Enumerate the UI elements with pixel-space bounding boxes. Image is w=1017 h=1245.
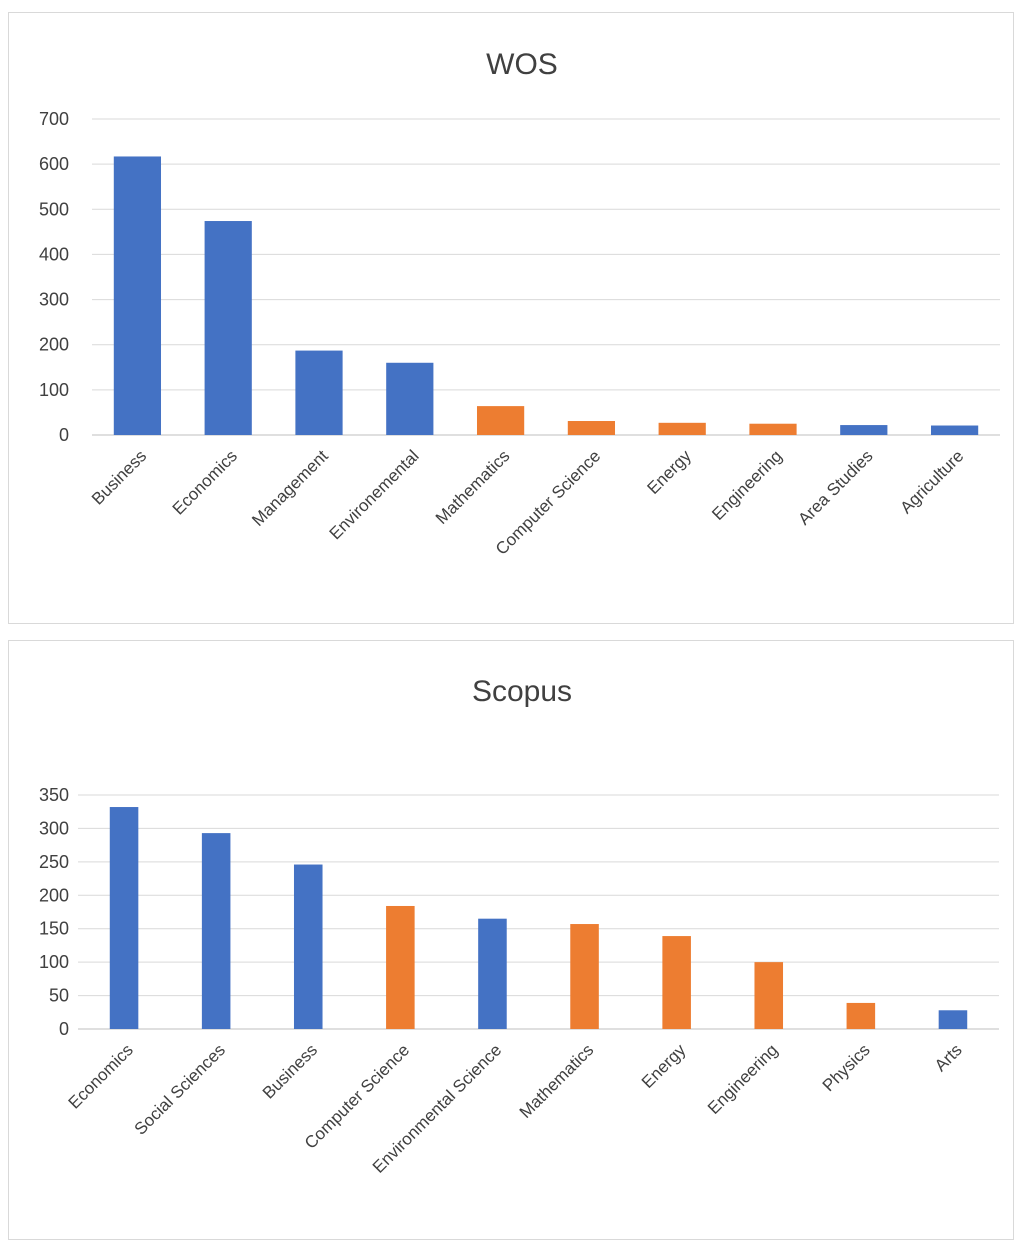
- wos-category-label: Area Studies: [794, 446, 876, 528]
- wos-y-tick-label: 300: [39, 290, 69, 310]
- wos-bar: [113, 156, 162, 435]
- wos-y-tick-label: 700: [39, 109, 69, 129]
- scopus-bar: [938, 1010, 968, 1029]
- scopus-bar: [846, 1002, 876, 1029]
- scopus-chart-title: Scopus: [472, 675, 572, 708]
- wos-y-tick-label: 200: [39, 335, 69, 355]
- wos-category-label: Economics: [169, 446, 241, 518]
- scopus-y-tick-label: 200: [39, 885, 69, 905]
- scopus-y-tick-label: 150: [39, 919, 69, 939]
- scopus-bar: [293, 864, 323, 1029]
- scopus-category-label: Physics: [819, 1040, 874, 1095]
- wos-category-label: Mathematics: [432, 446, 514, 528]
- scopus-y-tick-label: 50: [49, 986, 69, 1006]
- scopus-bar: [109, 807, 139, 1029]
- scopus-y-tick-label: 350: [39, 785, 69, 805]
- wos-y-tick-label: 500: [39, 199, 69, 219]
- scopus-category-label: Mathematics: [516, 1040, 598, 1122]
- wos-bar: [204, 221, 252, 435]
- wos-bar: [567, 421, 616, 435]
- wos-chart: WOS 0 100 200 300 400 500 600 700 Business Econom…: [8, 12, 1014, 624]
- scopus-category-label: Business: [259, 1040, 321, 1102]
- wos-category-label: Agriculture: [897, 446, 968, 517]
- scopus-category-label: Social Sciences: [131, 1040, 229, 1138]
- scopus-category-label: Arts: [931, 1040, 966, 1075]
- wos-y-tick-label: 600: [39, 154, 69, 174]
- scopus-bar: [662, 936, 691, 1029]
- wos-bar: [840, 425, 888, 435]
- wos-bar: [658, 422, 706, 435]
- wos-category-label: Business: [88, 446, 150, 508]
- scopus-bar: [754, 962, 784, 1029]
- scopus-chart: Scopus 0 50 100 150 200 250 300 350 Economics Soc…: [8, 640, 1014, 1240]
- wos-category-label: Management: [248, 446, 332, 530]
- wos-chart-svg: WOS 0 100 200 300 400 500 600 700 Business Econom…: [39, 48, 1000, 559]
- wos-bar: [930, 425, 979, 435]
- wos-category-label: Engineering: [708, 446, 786, 524]
- scopus-y-tick-label: 300: [39, 818, 69, 838]
- scopus-bar: [386, 905, 415, 1029]
- scopus-chart-svg: Scopus 0 50 100 150 200 250 300 350 EconomicsSoc…: [39, 675, 999, 1177]
- wos-bar: [749, 423, 797, 435]
- wos-bar: [476, 406, 525, 435]
- wos-bar: [295, 350, 343, 435]
- scopus-y-tick-label: 0: [59, 1019, 69, 1039]
- wos-y-tick-label: 100: [39, 380, 69, 400]
- scopus-bar: [478, 918, 507, 1029]
- wos-bar: [386, 362, 434, 435]
- scopus-category-label: Economics: [65, 1040, 137, 1112]
- wos-y-tick-label: 400: [39, 244, 69, 264]
- wos-category-label: Environemental: [326, 446, 423, 543]
- scopus-bar: [201, 833, 231, 1029]
- scopus-category-label: Engineering: [704, 1040, 782, 1118]
- wos-y-tick-label: 0: [59, 425, 69, 445]
- scopus-y-tick-label: 250: [39, 852, 69, 872]
- scopus-y-tick-label: 100: [39, 952, 69, 972]
- scopus-bar: [570, 924, 599, 1029]
- wos-category-label: Energy: [643, 446, 695, 498]
- wos-chart-title: WOS: [486, 48, 558, 81]
- scopus-category-label: Energy: [638, 1040, 690, 1092]
